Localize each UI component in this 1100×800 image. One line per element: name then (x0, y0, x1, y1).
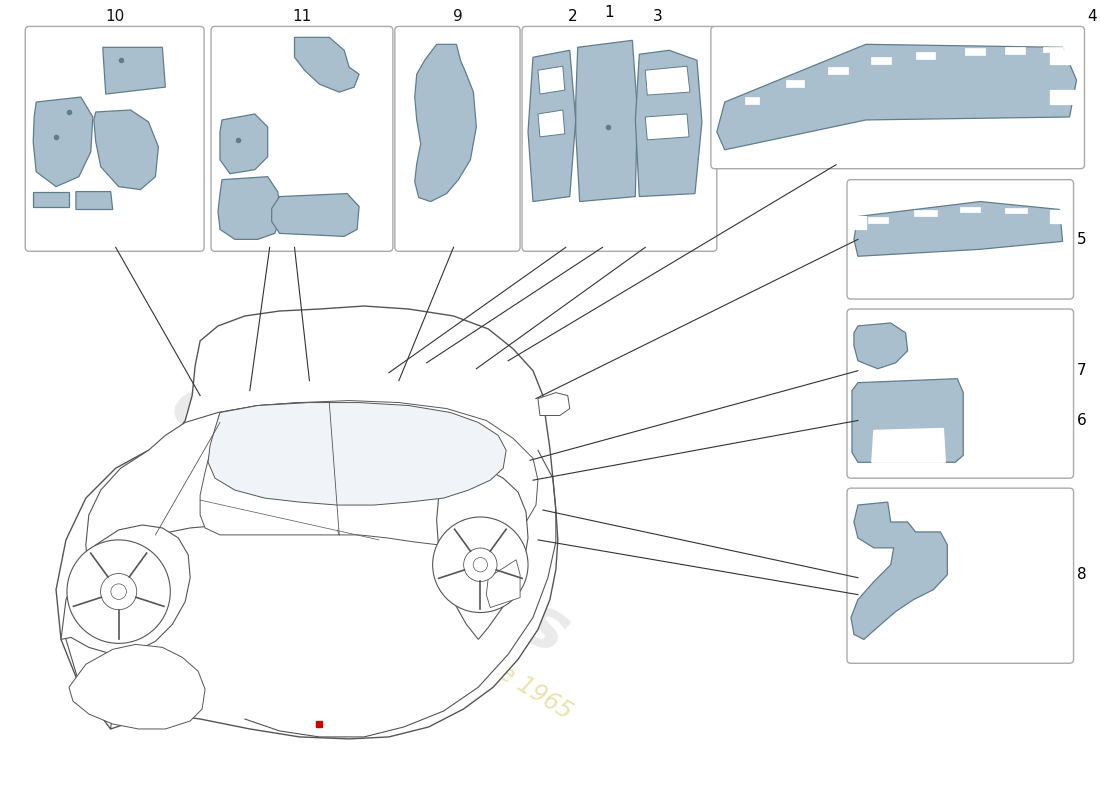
Circle shape (111, 584, 126, 599)
Polygon shape (208, 402, 506, 505)
Polygon shape (854, 202, 1063, 256)
Polygon shape (220, 114, 267, 174)
Polygon shape (636, 50, 702, 197)
Polygon shape (437, 468, 528, 639)
Polygon shape (717, 44, 1077, 150)
Polygon shape (854, 217, 866, 230)
Polygon shape (415, 44, 476, 202)
FancyBboxPatch shape (25, 26, 205, 251)
Polygon shape (528, 50, 575, 202)
FancyBboxPatch shape (847, 180, 1074, 299)
Polygon shape (1005, 47, 1025, 54)
Polygon shape (1005, 207, 1026, 214)
Polygon shape (828, 67, 848, 74)
FancyBboxPatch shape (711, 26, 1085, 169)
Circle shape (67, 540, 170, 643)
Polygon shape (786, 80, 804, 87)
Polygon shape (538, 393, 570, 415)
Polygon shape (745, 97, 759, 104)
Polygon shape (646, 66, 690, 95)
FancyBboxPatch shape (395, 26, 520, 251)
Polygon shape (538, 66, 564, 94)
Polygon shape (69, 644, 205, 729)
Polygon shape (60, 525, 190, 654)
Circle shape (100, 574, 136, 610)
Polygon shape (872, 429, 945, 462)
Polygon shape (33, 97, 92, 186)
Text: eurospares: eurospares (157, 370, 581, 670)
Circle shape (463, 548, 497, 582)
Circle shape (432, 517, 528, 613)
Text: 8: 8 (1077, 567, 1086, 582)
Text: 11: 11 (293, 10, 311, 25)
Polygon shape (272, 194, 359, 236)
Text: 7: 7 (1077, 363, 1086, 378)
Polygon shape (1049, 90, 1077, 104)
Polygon shape (575, 40, 637, 202)
Text: 10: 10 (104, 10, 124, 25)
Polygon shape (56, 306, 558, 739)
Circle shape (473, 558, 487, 572)
Text: a passion for parts since 1965: a passion for parts since 1965 (261, 514, 576, 724)
Polygon shape (295, 38, 359, 92)
Polygon shape (871, 58, 891, 64)
Polygon shape (646, 114, 689, 140)
Polygon shape (33, 191, 69, 206)
Text: 6: 6 (1077, 413, 1087, 428)
Polygon shape (218, 177, 282, 239)
Text: 3: 3 (652, 10, 662, 25)
Text: 5: 5 (1077, 232, 1086, 247)
Polygon shape (94, 110, 158, 190)
Polygon shape (851, 502, 947, 639)
Polygon shape (1049, 50, 1077, 64)
FancyBboxPatch shape (847, 309, 1074, 478)
Polygon shape (852, 378, 964, 462)
Text: 9: 9 (452, 10, 462, 25)
Polygon shape (915, 52, 935, 59)
FancyBboxPatch shape (211, 26, 393, 251)
Polygon shape (868, 218, 888, 223)
Polygon shape (914, 210, 937, 217)
Polygon shape (486, 560, 520, 607)
Polygon shape (965, 48, 986, 55)
Polygon shape (1049, 210, 1063, 223)
FancyBboxPatch shape (847, 488, 1074, 663)
Text: 1: 1 (605, 6, 614, 21)
Polygon shape (538, 110, 564, 137)
Polygon shape (66, 402, 518, 729)
Polygon shape (200, 401, 538, 545)
Polygon shape (960, 206, 980, 213)
Text: 4: 4 (1088, 10, 1097, 25)
Polygon shape (102, 47, 165, 94)
Polygon shape (854, 323, 908, 369)
FancyBboxPatch shape (522, 26, 717, 251)
Polygon shape (1043, 47, 1063, 52)
Polygon shape (76, 191, 112, 210)
Text: 2: 2 (568, 10, 578, 25)
